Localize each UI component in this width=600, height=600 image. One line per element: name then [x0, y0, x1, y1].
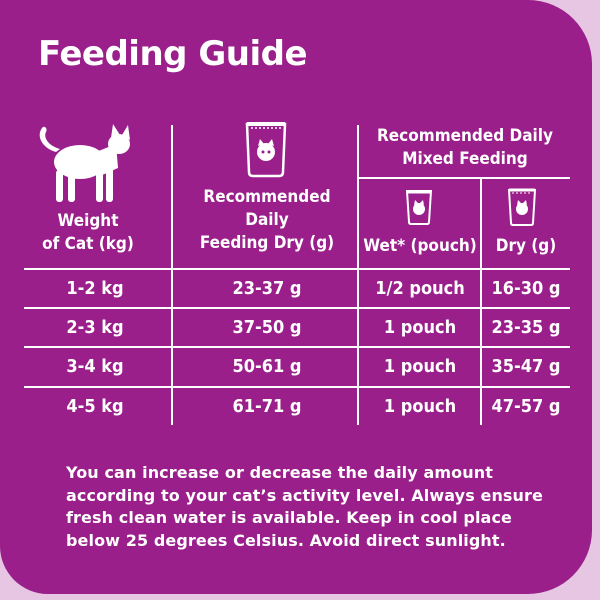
table-cell-wet: 1 pouch	[383, 317, 457, 338]
table-cell-dry: 23-37 g	[232, 278, 302, 299]
page-title: Feeding Guide	[38, 34, 308, 74]
table-cell-weight: 2-3 kg	[66, 317, 124, 338]
wet-subheader: Wet* (pouch)	[363, 236, 477, 256]
mixed-header-line-2: Mixed Feeding	[402, 149, 528, 169]
table-divider-v1	[171, 125, 173, 425]
table-divider-v3	[480, 178, 482, 425]
mixed-dry-subheader: Dry (g)	[495, 236, 557, 256]
table-cell-dry: 50-61 g	[232, 356, 302, 377]
weight-header-line-2: of Cat (kg)	[42, 234, 134, 254]
table-cell-wet: 1 pouch	[383, 396, 457, 417]
dry-header: Recommended Daily Feeding Dry (g)	[178, 186, 356, 255]
table-cell-mixed-dry: 16-30 g	[491, 278, 561, 299]
mixed-header: Recommended Daily Mixed Feeding	[360, 125, 570, 171]
table-row-divider-4	[24, 386, 570, 388]
mixed-header-line-1: Recommended Daily	[377, 126, 553, 146]
table-cell-weight: 1-2 kg	[66, 278, 124, 299]
table-row-divider-3	[24, 346, 570, 348]
mixed-header-divider	[357, 177, 570, 179]
pouch-icon	[405, 190, 433, 225]
weight-header: Weight of Cat (kg)	[34, 210, 142, 256]
table-cell-wet: 1 pouch	[383, 356, 457, 377]
table-cell-wet: 1/2 pouch	[375, 278, 465, 299]
table-cell-mixed-dry: 47-57 g	[491, 396, 561, 417]
dry-header-line-1: Recommended	[203, 187, 331, 207]
weight-header-line-1: Weight	[57, 211, 119, 231]
table-cell-dry: 61-71 g	[232, 396, 302, 417]
food-bag-icon	[245, 122, 287, 178]
table-cell-weight: 3-4 kg	[66, 356, 124, 377]
table-row-divider-2	[24, 307, 570, 309]
table-row-divider-1	[24, 268, 570, 270]
dry-header-line-2: Daily	[245, 210, 289, 230]
feeding-guide-panel: Feeding Guide	[0, 0, 592, 594]
table-cell-weight: 4-5 kg	[66, 396, 124, 417]
feeding-note: You can increase or decrease the daily a…	[66, 463, 543, 550]
dry-header-line-3: Feeding Dry (g)	[199, 233, 335, 253]
table-cell-dry: 37-50 g	[232, 317, 302, 338]
food-bag-small-icon	[507, 188, 537, 226]
table-cell-mixed-dry: 23-35 g	[491, 317, 561, 338]
table-cell-mixed-dry: 35-47 g	[491, 356, 561, 377]
table-divider-v2	[357, 125, 359, 425]
cat-silhouette-icon	[39, 124, 130, 202]
